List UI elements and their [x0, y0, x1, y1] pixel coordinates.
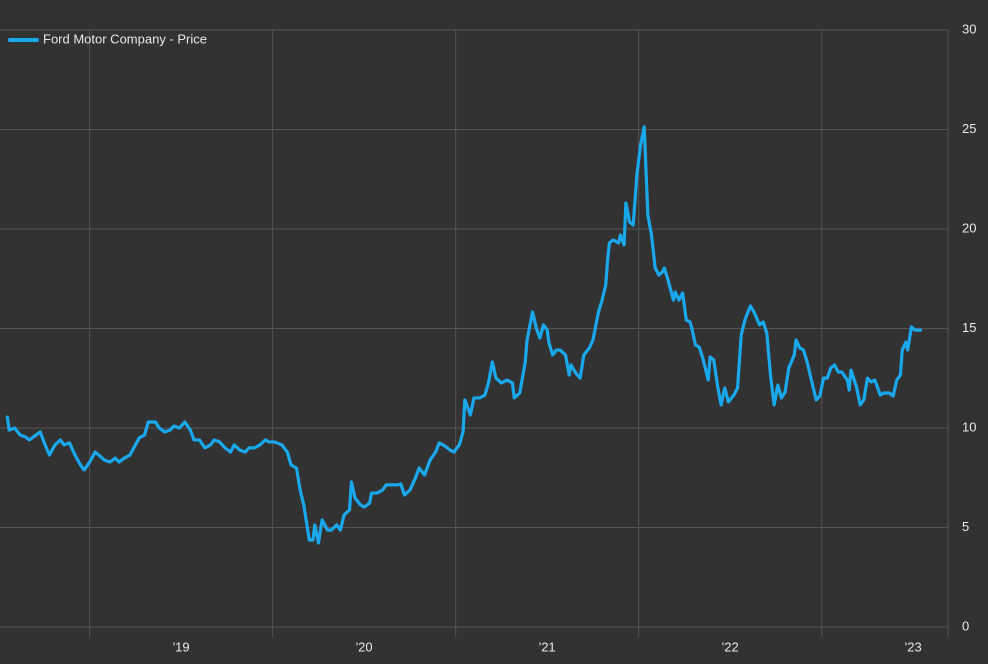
x-tick-label: '23 — [905, 639, 922, 654]
legend-label: Ford Motor Company - Price — [43, 31, 207, 46]
y-tick-label: 25 — [962, 121, 976, 136]
y-tick-label: 30 — [962, 21, 976, 36]
x-tick-label: '21 — [539, 639, 556, 654]
x-tick-label: '20 — [356, 639, 373, 654]
y-tick-label: 5 — [962, 519, 969, 534]
y-tick-label: 0 — [962, 618, 969, 633]
y-tick-label: 10 — [962, 419, 976, 434]
x-tick-label: '22 — [722, 639, 739, 654]
y-tick-label: 20 — [962, 220, 976, 235]
price-line — [5, 125, 923, 545]
y-tick-label: 15 — [962, 320, 976, 335]
x-tick-label: '19 — [173, 639, 190, 654]
